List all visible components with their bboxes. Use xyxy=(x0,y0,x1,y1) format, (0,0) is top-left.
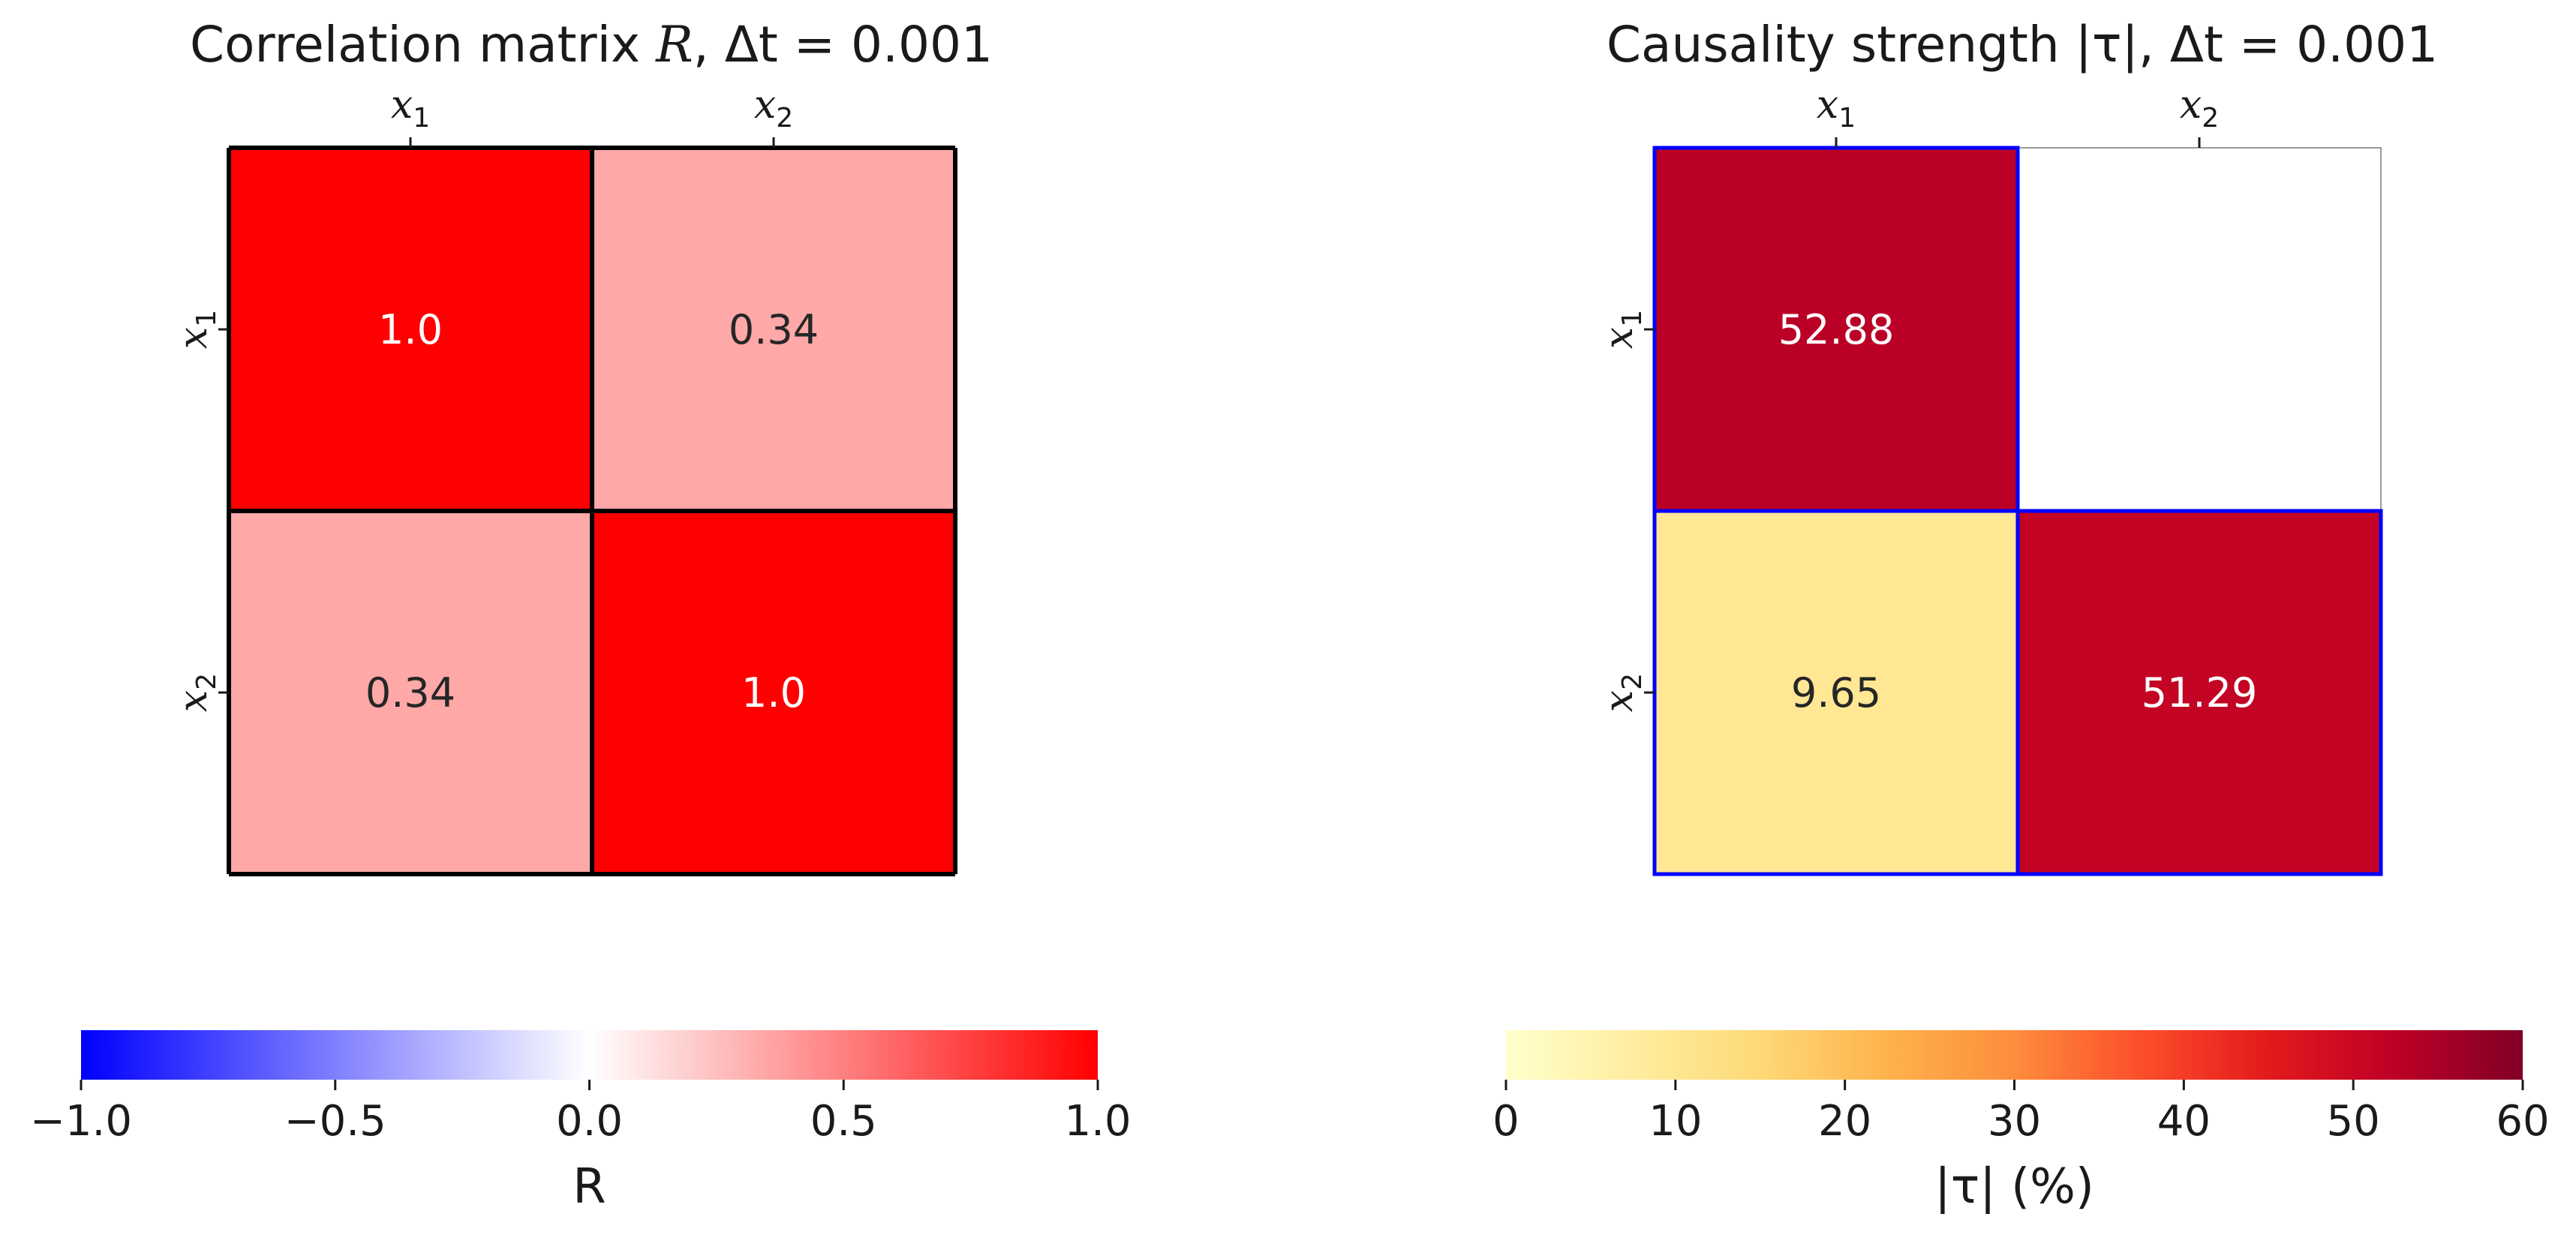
correlation-colorbar: −1.0 −0.5 0.0 0.5 1.0 R xyxy=(30,1030,1132,1215)
colorbar-gradient xyxy=(81,1030,1098,1080)
colorbar-tick-label: 0.0 xyxy=(556,1097,623,1146)
row-label-x1: x1 xyxy=(1597,310,1648,349)
cell-label-x1-x1: 1.0 xyxy=(378,306,443,353)
causality-heatmap: 52.88 9.65 51.29 x1 x2 x1 x2 xyxy=(1597,83,2383,876)
cell-x2-x2 xyxy=(2018,511,2381,874)
causality-panel: Causality strength |τ|, Δt = 0.001 52.88… xyxy=(1492,16,2549,1215)
cell-x2-x1 xyxy=(229,511,592,874)
colorbar-tick-label: 40 xyxy=(2157,1097,2211,1146)
row-label-x2: x2 xyxy=(171,673,222,712)
cell-x1-x1 xyxy=(1655,148,2018,511)
causality-colorbar: 0 10 20 30 40 50 60 |τ| (%) xyxy=(1492,1030,2550,1215)
colorbar-tick-label: −0.5 xyxy=(284,1097,386,1146)
row-label-x2: x2 xyxy=(1597,673,1648,712)
colorbar-tick-label: 50 xyxy=(2327,1097,2380,1146)
correlation-heatmap: 1.0 0.34 0.34 1.0 x1 x2 x1 x2 xyxy=(171,83,957,876)
column-label-x2: x2 xyxy=(2180,83,2219,134)
colorbar-label: R xyxy=(573,1159,606,1215)
colorbar-tick-label: 60 xyxy=(2496,1097,2549,1146)
cell-label-x1-x2: 0.34 xyxy=(729,306,819,353)
cell-border xyxy=(2015,509,2383,876)
colorbar-tick-label: 0 xyxy=(1492,1097,1519,1146)
colorbar-tick-label: 10 xyxy=(1649,1097,1702,1146)
column-label-x1: x1 xyxy=(1817,83,1856,134)
cell-x1-x2 xyxy=(2018,148,2381,511)
cell-x1-x1 xyxy=(229,148,592,511)
column-label-x2: x2 xyxy=(754,83,793,134)
cell-label-x1-x1: 52.88 xyxy=(1778,306,1895,353)
cell-label-x2-x2: 51.29 xyxy=(2142,669,2258,717)
causality-title: Causality strength |τ|, Δt = 0.001 xyxy=(1607,16,2438,74)
colorbar-tick-label: 20 xyxy=(1818,1097,1871,1146)
colorbar-label: |τ| (%) xyxy=(1934,1159,2094,1215)
colorbar-tick-label: 30 xyxy=(1988,1097,2041,1146)
cell-label-x2-x1: 0.34 xyxy=(365,669,455,717)
colorbar-tick-label: 0.5 xyxy=(810,1097,877,1146)
column-label-x1: x1 xyxy=(391,83,430,134)
cell-label-x2-x2: 1.0 xyxy=(741,669,806,717)
cell-label-x2-x1: 9.65 xyxy=(1791,669,1881,717)
cell-x1-x2 xyxy=(592,148,955,511)
colorbar-tick-label: 1.0 xyxy=(1064,1097,1131,1146)
cell-x2-x1 xyxy=(1655,511,2018,874)
colorbar-tick-label: −1.0 xyxy=(30,1097,132,1146)
correlation-panel: Correlation matrix R, Δt = 0.001 1.0 0.34… xyxy=(30,16,1132,1215)
row-label-x1: x1 xyxy=(171,310,222,349)
correlation-title: Correlation matrix R, Δt = 0.001 xyxy=(190,16,993,74)
cell-x2-x2 xyxy=(592,511,955,874)
colorbar-gradient xyxy=(1506,1030,2523,1080)
